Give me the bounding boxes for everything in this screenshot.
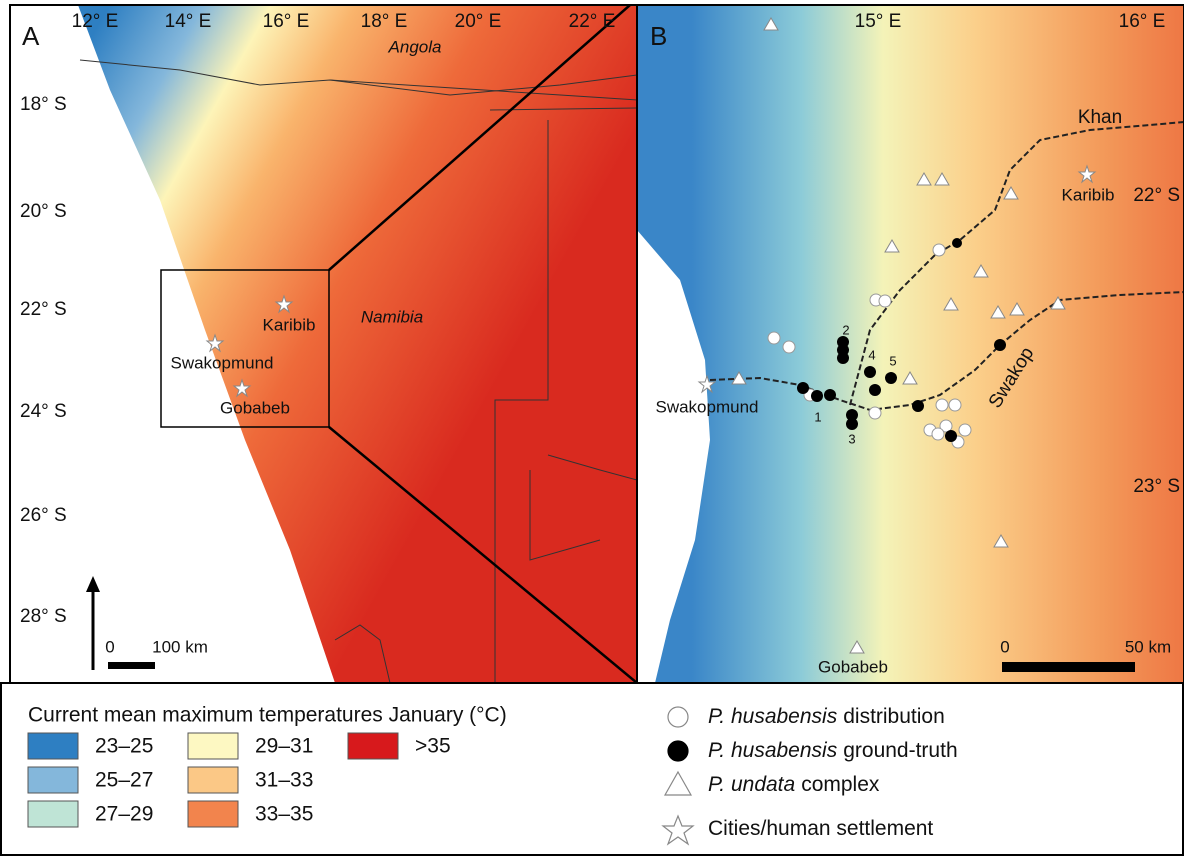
city-label: Gobabeb [818, 657, 888, 676]
lon-label: 22° E [569, 11, 616, 32]
city-label: Karibib [1062, 185, 1115, 204]
legend-label: 31–33 [255, 769, 313, 792]
lon-label: 18° E [361, 11, 408, 32]
legend-title: Current mean maximum temperatures Januar… [28, 704, 507, 727]
city-label: Karibib [263, 315, 316, 334]
scale-label: 0 [105, 637, 114, 656]
lon-label: 16° E [263, 11, 310, 32]
river-label: Khan [1078, 107, 1122, 128]
legend-swatch [187, 732, 239, 760]
panel-label: A [22, 21, 40, 51]
species-name: P. husabensis [708, 739, 838, 762]
legend-swatch [27, 766, 79, 794]
lon-label: 12° E [72, 11, 119, 32]
legend-swatch [27, 732, 79, 760]
lat-label: 24° S [20, 401, 67, 422]
site-number: 2 [842, 322, 849, 337]
city-label: Swakopmund [170, 353, 273, 372]
legend-symbol-label: Cities/human settlement [708, 817, 933, 840]
lat-label: 20° S [20, 201, 67, 222]
site-number: 4 [868, 347, 875, 362]
country-label: Namibia [361, 307, 423, 326]
city-label: Swakopmund [655, 397, 758, 416]
species-name: P. husabensis [708, 705, 838, 728]
lat-label: 18° S [20, 94, 67, 115]
panel-b-map [637, 5, 1184, 683]
site-number: 5 [889, 353, 896, 368]
lon-label: 16° E [1119, 11, 1166, 32]
legend-symbol-label: P. husabensis ground-truth [708, 739, 958, 762]
site-number: 1 [814, 409, 821, 424]
symbol-text: Cities/human settlement [708, 817, 933, 840]
legend-swatch [347, 732, 399, 760]
lat-label: 22° S [1133, 185, 1180, 206]
legend-label: 23–25 [95, 735, 153, 758]
legend-label: 33–35 [255, 803, 313, 826]
symbol-text: complex [801, 773, 880, 796]
legend-symbol-label: P. husabensis distribution [708, 705, 945, 728]
panel-a-map [10, 5, 637, 683]
lat-label: 22° S [20, 299, 67, 320]
legend-symbol-label: P. undata complex [708, 773, 880, 796]
lon-label: 20° E [455, 11, 502, 32]
symbol-text: ground-truth [843, 739, 957, 762]
lat-label: 23° S [1133, 476, 1180, 497]
legend-swatch [27, 800, 79, 828]
lat-label: 28° S [20, 606, 67, 627]
scale-label: 0 [1000, 637, 1009, 656]
legend-label: 27–29 [95, 803, 153, 826]
legend-label: 29–31 [255, 735, 313, 758]
species-name: P. undata [708, 773, 795, 796]
legend-label: >35 [415, 735, 451, 758]
lon-label: 14° E [165, 11, 212, 32]
scale-label: 100 km [152, 637, 208, 656]
city-label: Gobabeb [220, 398, 290, 417]
lon-label: 15° E [855, 11, 902, 32]
symbol-text: distribution [843, 705, 945, 728]
site-number: 3 [848, 431, 855, 446]
lat-label: 26° S [20, 505, 67, 526]
country-label: Angola [388, 37, 442, 56]
panel-label: B [650, 21, 667, 51]
scale-label: 50 km [1125, 637, 1171, 656]
legend-swatch [187, 766, 239, 794]
legend-label: 25–27 [95, 769, 153, 792]
legend-swatch [187, 800, 239, 828]
